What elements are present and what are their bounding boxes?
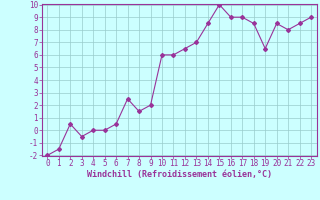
X-axis label: Windchill (Refroidissement éolien,°C): Windchill (Refroidissement éolien,°C) <box>87 170 272 179</box>
